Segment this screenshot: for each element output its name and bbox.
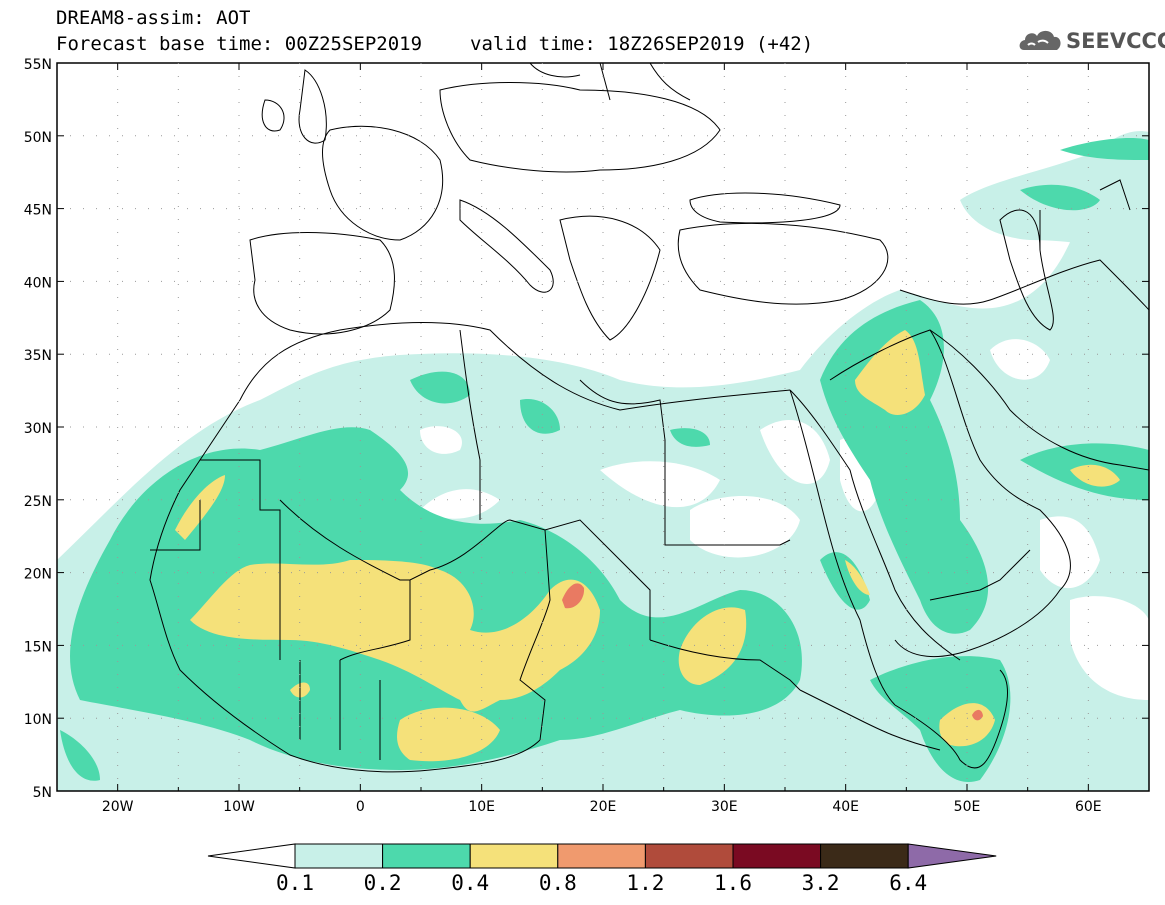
lon-label: 0 [356,799,365,815]
lon-label: 30E [711,799,738,815]
colorbar-swatch [557,843,646,869]
lon-label: 60E [1075,799,1102,815]
logo-text: SEEVCCC [1066,29,1165,53]
colorbar-swatch [294,843,384,869]
lon-label: 10W [223,799,255,815]
colorbar-level-label: 6.4 [889,871,928,895]
colorbar-arrow-left [207,843,296,869]
lon-label: 20E [590,799,617,815]
lon-label: 50E [954,799,981,815]
axis-ticks [56,62,1150,792]
lat-label: 55N [24,57,52,73]
colorbar-level-label: 0.4 [451,871,490,895]
lat-label: 20N [24,567,52,583]
boundaries [149,63,1149,773]
seevccc-logo [1019,30,1061,50]
longitude-labels: 20W 10W 0 10E 20E 30E 40E 50E 60E [102,799,1102,815]
colorbar-swatch [820,843,909,869]
aot-level-high [175,330,1120,762]
lat-label: 40N [24,275,52,291]
colorbar-swatch [732,843,822,869]
colorbar-swatch [382,843,471,869]
lat-label: 50N [24,130,52,146]
forecast-base-time: Forecast base time: 00Z25SEP2019 [56,33,423,55]
lat-label: 15N [24,639,52,655]
lat-label: 5N [33,785,52,801]
lon-label: 10E [468,799,495,815]
lat-label: 30N [24,421,52,437]
lat-label: 10N [24,712,52,728]
map-title: DREAM8-assim: AOT [56,7,251,29]
valid-time: valid time: 18Z26SEP2019 (+42) [470,33,814,55]
graticule [57,63,1149,791]
colorbar-level-label: 0.2 [363,871,402,895]
colorbar-level-label: 1.6 [714,871,752,895]
colorbar-level-label: 1.2 [626,871,665,895]
latitude-labels: 55N 50N 45N 40N 35N 30N 25N 20N 15N 10N 5N [24,57,52,801]
colorbar-level-label: 0.8 [538,871,577,895]
lat-label: 25N [24,494,52,510]
lat-label: 45N [24,203,52,219]
colorbar [207,843,997,869]
aot-field [57,131,1149,791]
colorbar-arrow-right [907,843,997,869]
lon-label: 40E [832,799,859,815]
colorbar-level-label: 3.2 [801,871,840,895]
lat-label: 35N [24,348,52,364]
lon-label: 20W [102,799,134,815]
aot-level-none [420,339,1149,700]
colorbar-level-label: 0.1 [276,871,314,895]
colorbar-swatch [644,843,734,869]
colorbar-swatch [469,843,559,869]
